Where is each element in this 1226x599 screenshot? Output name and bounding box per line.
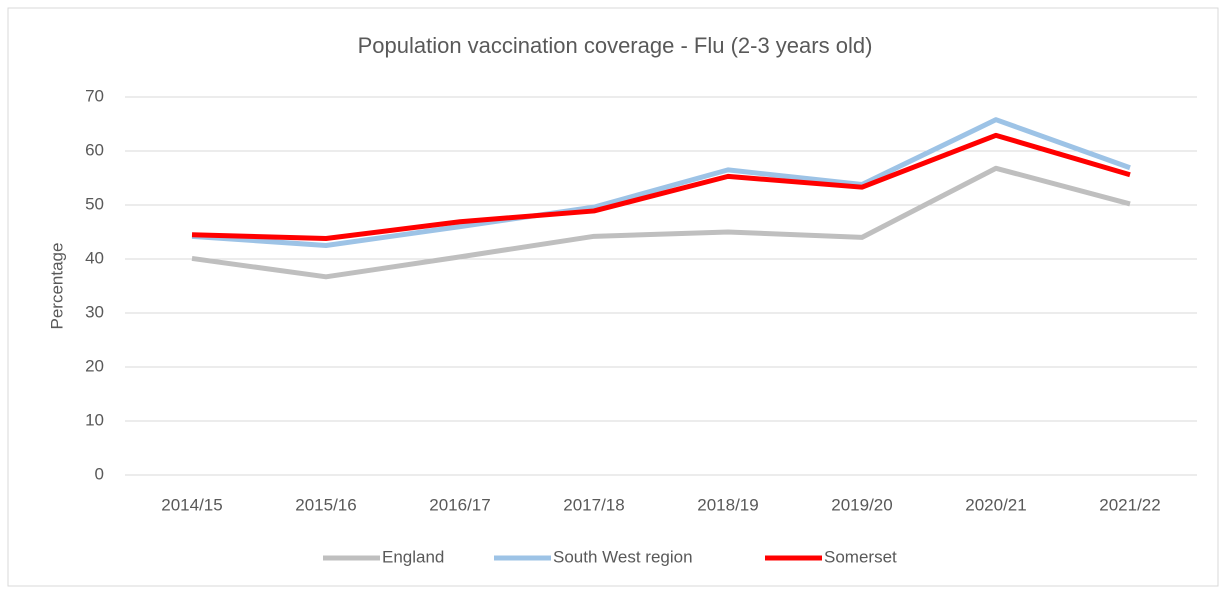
x-tick-label: 2019/20 bbox=[831, 495, 892, 514]
y-tick-label: 0 bbox=[95, 464, 104, 483]
x-tick-label: 2021/22 bbox=[1099, 495, 1160, 514]
y-tick-label: 40 bbox=[85, 248, 104, 267]
x-tick-label: 2020/21 bbox=[965, 495, 1026, 514]
x-tick-label: 2016/17 bbox=[429, 495, 490, 514]
legend-label: South West region bbox=[553, 547, 693, 566]
y-tick-label: 10 bbox=[85, 410, 104, 429]
x-tick-label: 2015/16 bbox=[295, 495, 356, 514]
y-tick-label: 60 bbox=[85, 140, 104, 159]
y-tick-label: 50 bbox=[85, 194, 104, 213]
chart-border bbox=[7, 7, 1219, 587]
line-series bbox=[191, 165, 1131, 280]
line-series bbox=[191, 117, 1131, 248]
chart-title: Population vaccination coverage - Flu (2… bbox=[358, 33, 873, 58]
line-series bbox=[191, 132, 1131, 241]
y-tick-label: 30 bbox=[85, 302, 104, 321]
legend-label: Somerset bbox=[824, 547, 897, 566]
legend-label: England bbox=[382, 547, 444, 566]
y-tick-label: 20 bbox=[85, 356, 104, 375]
x-tick-label: 2018/19 bbox=[697, 495, 758, 514]
y-axis-label: Percentage bbox=[47, 243, 66, 330]
y-tick-label: 70 bbox=[85, 86, 104, 105]
x-tick-label: 2014/15 bbox=[161, 495, 222, 514]
x-tick-label: 2017/18 bbox=[563, 495, 624, 514]
